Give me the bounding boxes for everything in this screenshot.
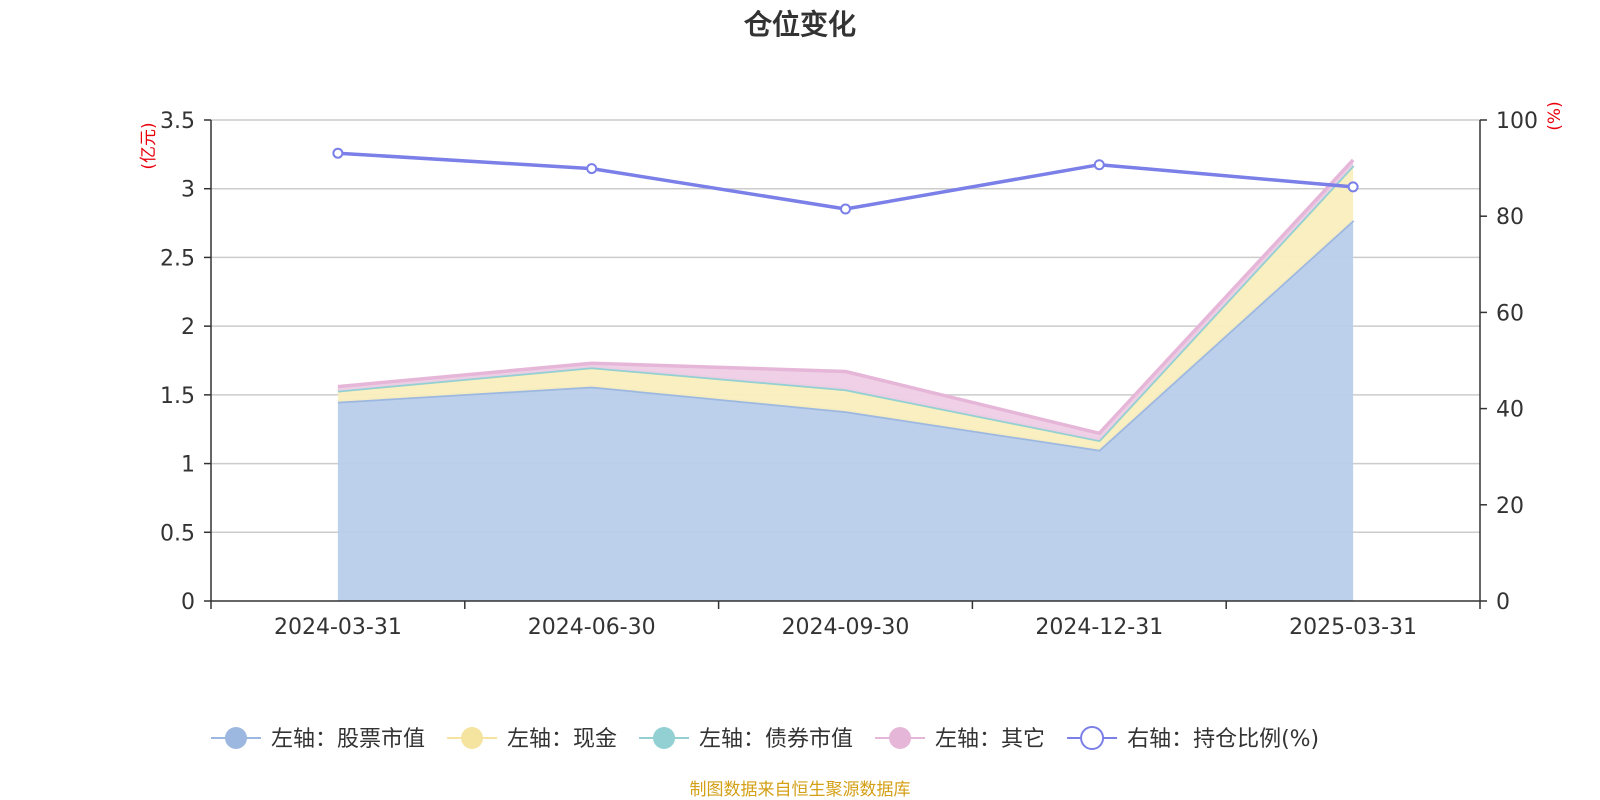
x-axis-tick-label: 2024-06-30 bbox=[528, 615, 656, 640]
line-point bbox=[1347, 181, 1359, 193]
right-axis-tick-label: 80 bbox=[1496, 205, 1524, 230]
area-左轴：现金 bbox=[337, 165, 1354, 450]
source-note: 制图数据来自恒生聚源数据库 bbox=[690, 780, 911, 800]
legend-label: 左轴：股票市值 bbox=[271, 727, 425, 752]
left-axis-tick-label: 3 bbox=[181, 178, 195, 203]
right-axis-tick-label: 0 bbox=[1496, 590, 1510, 615]
area-series-group bbox=[337, 158, 1355, 602]
legend-label: 左轴：现金 bbox=[507, 727, 617, 752]
legend-marker bbox=[653, 727, 676, 749]
chart-title: 仓位变化 bbox=[744, 8, 856, 41]
legend-marker bbox=[461, 727, 484, 749]
legend-label: 左轴：其它 bbox=[935, 727, 1045, 752]
legend-label: 左轴：债券市值 bbox=[699, 727, 853, 752]
right-axis-tick-label: 60 bbox=[1496, 301, 1524, 326]
left-axis-tick-label: 1 bbox=[181, 453, 195, 478]
left-axis-tick-label: 1.5 bbox=[160, 384, 195, 409]
line-point bbox=[840, 203, 851, 215]
left-axis-tick-label: 0 bbox=[181, 590, 195, 615]
line-point bbox=[1093, 159, 1105, 171]
legend-marker bbox=[225, 727, 247, 749]
area-左轴：其它 bbox=[337, 159, 1354, 441]
right-axis-tick-label: 40 bbox=[1496, 398, 1524, 423]
right-axis-tick-label: 20 bbox=[1496, 494, 1524, 519]
area-edge-左轴：其它 bbox=[337, 158, 1355, 436]
line-右轴：持仓比例(%) bbox=[337, 151, 1354, 211]
legend-marker bbox=[889, 727, 912, 749]
left-axis-unit: (亿元) bbox=[139, 122, 159, 169]
x-axis-tick-label: 2024-09-30 bbox=[782, 615, 910, 640]
left-axis-tick-label: 2.5 bbox=[160, 246, 195, 271]
axes: 0 0.5 1 1.5 2 2.5 3 3.5 0 20 40 60 80 100 2024-03-31 20… bbox=[160, 109, 1538, 640]
x-axis-tick-label: 2024-12-31 bbox=[1035, 615, 1163, 640]
legend-marker bbox=[1080, 726, 1105, 750]
right-axis-unit: (%) bbox=[1545, 101, 1565, 130]
right-axis-tick-label: 100 bbox=[1496, 109, 1538, 134]
line-point bbox=[332, 147, 344, 159]
left-axis-tick-label: 3.5 bbox=[160, 109, 195, 134]
x-axis-tick-label: 2025-03-31 bbox=[1289, 615, 1417, 640]
line-series-group bbox=[332, 147, 1359, 215]
left-axis-tick-label: 0.5 bbox=[160, 521, 195, 546]
left-axis-tick-label: 2 bbox=[181, 315, 195, 340]
legend: 左轴：股票市值 左轴：现金 左轴：债券市值 左轴：其它 右轴：持仓比例(%) bbox=[211, 726, 1319, 752]
line-point bbox=[586, 163, 598, 175]
legend-label: 右轴：持仓比例(%) bbox=[1127, 727, 1319, 752]
x-axis-tick-label: 2024-03-31 bbox=[274, 615, 402, 640]
area-左轴：股票市值 bbox=[337, 220, 1354, 602]
